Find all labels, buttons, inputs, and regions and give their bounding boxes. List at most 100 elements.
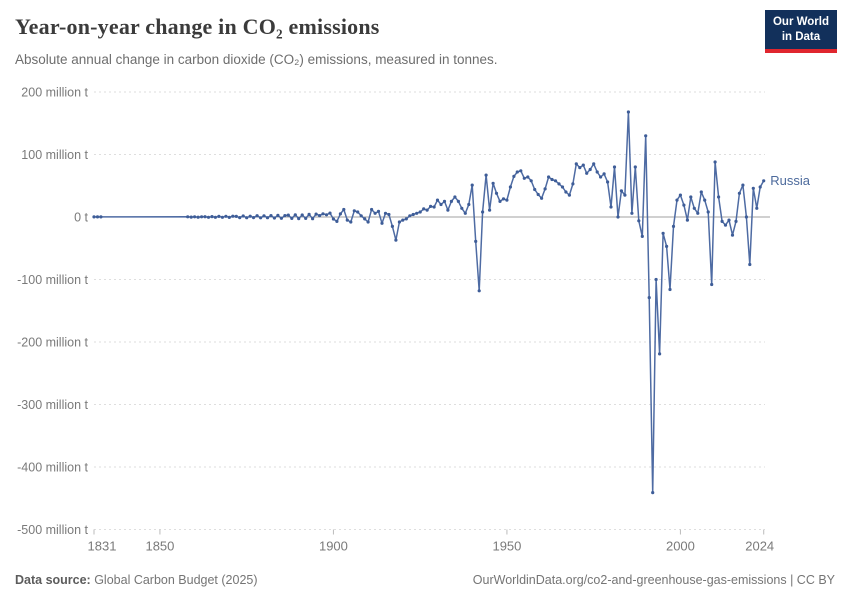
data-point bbox=[321, 212, 325, 216]
data-point bbox=[415, 211, 419, 215]
data-point bbox=[710, 282, 714, 287]
data-point bbox=[526, 175, 530, 179]
data-point bbox=[390, 224, 394, 228]
data-point bbox=[661, 231, 665, 235]
data-point bbox=[425, 208, 429, 212]
data-point bbox=[522, 176, 526, 180]
data-point bbox=[762, 179, 766, 183]
data-point bbox=[220, 215, 224, 219]
data-point bbox=[252, 216, 256, 220]
data-point bbox=[508, 185, 512, 189]
data-point bbox=[477, 289, 481, 293]
data-point bbox=[675, 198, 679, 202]
data-point bbox=[453, 195, 457, 199]
data-point bbox=[345, 218, 349, 222]
data-point bbox=[411, 212, 415, 217]
data-point bbox=[734, 219, 738, 223]
data-point bbox=[373, 211, 377, 215]
data-point bbox=[432, 205, 436, 209]
data-point bbox=[519, 169, 523, 173]
y-tick-label: 100 million t bbox=[21, 148, 88, 162]
data-point bbox=[269, 214, 273, 218]
data-point bbox=[276, 213, 280, 217]
x-tick-label: 1831 bbox=[88, 539, 117, 554]
footer-link[interactable]: OurWorldinData.org/co2-and-greenhouse-ga… bbox=[472, 573, 835, 587]
data-point bbox=[585, 171, 589, 175]
data-point bbox=[376, 209, 381, 213]
data-point bbox=[737, 191, 742, 195]
data-point bbox=[647, 296, 651, 300]
data-point bbox=[245, 216, 249, 220]
data-point bbox=[328, 211, 332, 215]
data-point bbox=[685, 218, 690, 222]
data-point bbox=[654, 277, 658, 282]
data-point bbox=[748, 262, 752, 267]
data-point bbox=[578, 166, 582, 170]
data-point bbox=[265, 216, 270, 220]
data-point bbox=[463, 211, 467, 215]
data-point bbox=[231, 214, 235, 218]
data-source: Data source: Global Carbon Budget (2025) bbox=[15, 573, 258, 587]
data-point bbox=[439, 202, 443, 207]
data-point bbox=[335, 219, 339, 223]
data-point bbox=[435, 198, 440, 202]
data-point bbox=[678, 193, 683, 197]
data-point bbox=[456, 199, 460, 203]
data-source-value: Global Carbon Budget (2025) bbox=[90, 573, 258, 587]
data-point bbox=[370, 207, 374, 212]
data-point bbox=[744, 215, 749, 219]
data-point bbox=[352, 209, 356, 213]
data-point bbox=[560, 185, 565, 189]
data-point bbox=[259, 216, 263, 220]
data-point bbox=[474, 239, 478, 243]
data-point bbox=[668, 287, 672, 292]
data-point bbox=[429, 204, 433, 208]
data-point bbox=[307, 212, 311, 216]
data-point bbox=[366, 220, 370, 224]
data-point bbox=[318, 214, 322, 218]
data-point bbox=[324, 213, 329, 217]
data-point bbox=[349, 220, 353, 224]
x-tick-label: 2000 bbox=[666, 539, 695, 554]
page-title: Year-on-year change in CO₂ emissions bbox=[15, 14, 380, 39]
data-point bbox=[619, 189, 624, 193]
data-point bbox=[449, 199, 453, 203]
data-point bbox=[533, 187, 537, 192]
data-source-label: Data source: bbox=[15, 573, 91, 587]
data-point bbox=[494, 191, 499, 195]
data-point bbox=[550, 177, 554, 182]
data-point bbox=[567, 193, 572, 197]
data-point bbox=[588, 167, 592, 172]
data-point bbox=[380, 221, 384, 225]
data-point bbox=[300, 213, 304, 217]
data-line[interactable] bbox=[93, 111, 765, 494]
data-point bbox=[363, 217, 367, 221]
data-point bbox=[356, 210, 360, 214]
y-tick-label: -100 million t bbox=[17, 273, 88, 287]
data-point bbox=[703, 198, 707, 202]
data-point bbox=[612, 165, 617, 169]
data-point bbox=[696, 211, 700, 215]
data-point bbox=[574, 162, 578, 166]
y-tick-label: -500 million t bbox=[17, 523, 88, 537]
data-point bbox=[481, 210, 485, 214]
data-point bbox=[217, 214, 221, 218]
data-point bbox=[512, 174, 516, 178]
data-point bbox=[581, 163, 585, 167]
y-tick-label: 0 t bbox=[74, 211, 88, 225]
data-point bbox=[706, 210, 710, 214]
owid-logo[interactable]: Our World in Data bbox=[764, 10, 837, 53]
data-point bbox=[488, 208, 492, 212]
data-point bbox=[408, 214, 412, 218]
data-point bbox=[720, 219, 724, 223]
data-point bbox=[682, 203, 686, 207]
data-point bbox=[401, 218, 405, 222]
data-point bbox=[241, 214, 245, 218]
data-point bbox=[501, 197, 506, 201]
data-point bbox=[571, 182, 575, 186]
owid-logo-line2: in Data bbox=[781, 30, 821, 43]
data-point bbox=[616, 215, 620, 219]
series-label-russia[interactable]: Russia bbox=[770, 173, 811, 188]
